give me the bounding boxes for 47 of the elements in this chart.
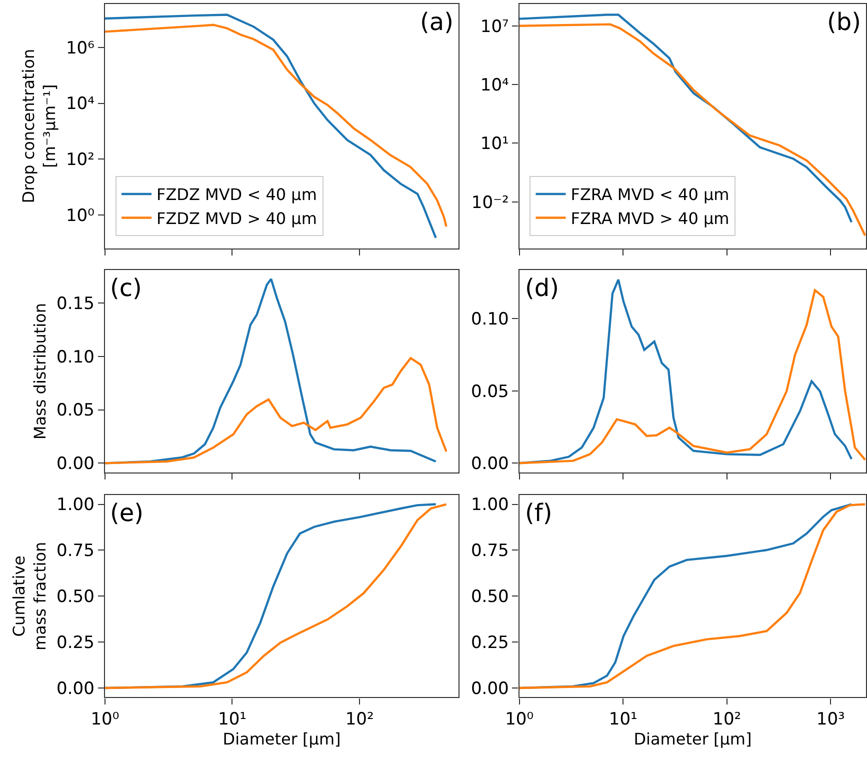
x-tick-label: 10¹	[608, 710, 638, 730]
y-axis-title: Drop concentration [m⁻³µm⁻¹]	[19, 48, 59, 204]
annotation: (c)	[110, 274, 142, 302]
x-axis-title: Diameter [µm]	[634, 730, 752, 749]
x-tick-label: 10³	[816, 710, 845, 730]
y-tick-label: 1.00	[56, 495, 94, 516]
y-tick-label: 0.05	[470, 382, 509, 402]
y-tick-label: 0.50	[56, 587, 94, 608]
y-tick-label: 10⁶	[66, 38, 95, 58]
y-tick-label: 10²	[66, 150, 94, 170]
annotation: (a)	[420, 8, 454, 36]
y-axis-title: Cumlative mass fraction	[10, 542, 50, 650]
legend-label: FZDZ MVD > 40 µm	[156, 209, 317, 228]
legend-label: FZDZ MVD < 40 µm	[156, 185, 317, 204]
x-tick-label: 10²	[712, 710, 742, 730]
y-tick-label: 0.00	[470, 678, 509, 699]
y-tick-label: 0.25	[56, 633, 94, 654]
annotation: (e)	[110, 499, 144, 527]
y-axis-title: Mass distribution	[30, 303, 50, 440]
annotation: (d)	[525, 274, 559, 302]
y-tick-label: 10⁰	[66, 206, 95, 226]
x-tick-label: 10⁰	[90, 710, 120, 730]
y-tick-label: 0.00	[470, 454, 509, 474]
annotation: (f)	[525, 499, 552, 527]
y-tick-label: 0.50	[470, 587, 509, 608]
x-tick-label: 10¹	[218, 710, 246, 730]
y-tick-label: 0.15	[56, 294, 94, 314]
y-tick-label: 0.05	[56, 400, 94, 421]
y-tick-label: 0.10	[56, 347, 94, 368]
y-tick-label: 10¹	[480, 134, 509, 154]
y-tick-label: 1.00	[470, 495, 509, 516]
y-tick-label: 10⁴	[480, 75, 510, 96]
y-tick-label: 10⁻²	[471, 192, 509, 213]
y-tick-label: 0.75	[56, 541, 94, 562]
legend-label: FZRA MVD > 40 µm	[570, 209, 730, 228]
y-tick-label: 0.00	[56, 678, 94, 699]
x-tick-label: 10⁰	[505, 710, 534, 730]
y-tick-label: 0.10	[470, 310, 509, 330]
y-tick-label: 0.75	[470, 541, 509, 562]
x-tick-label: 10²	[345, 710, 374, 730]
annotation: (b)	[827, 8, 861, 36]
legend-label: FZRA MVD < 40 µm	[570, 185, 730, 204]
y-tick-label: 10⁷	[480, 16, 510, 37]
y-tick-label: 10⁴	[66, 94, 95, 114]
y-tick-label: 0.00	[56, 454, 94, 474]
y-tick-label: 0.25	[470, 633, 509, 654]
x-axis-title: Diameter [µm]	[222, 730, 341, 749]
